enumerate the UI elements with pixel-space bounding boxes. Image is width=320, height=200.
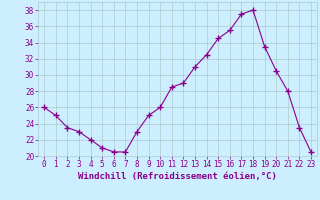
X-axis label: Windchill (Refroidissement éolien,°C): Windchill (Refroidissement éolien,°C) [78, 172, 277, 181]
